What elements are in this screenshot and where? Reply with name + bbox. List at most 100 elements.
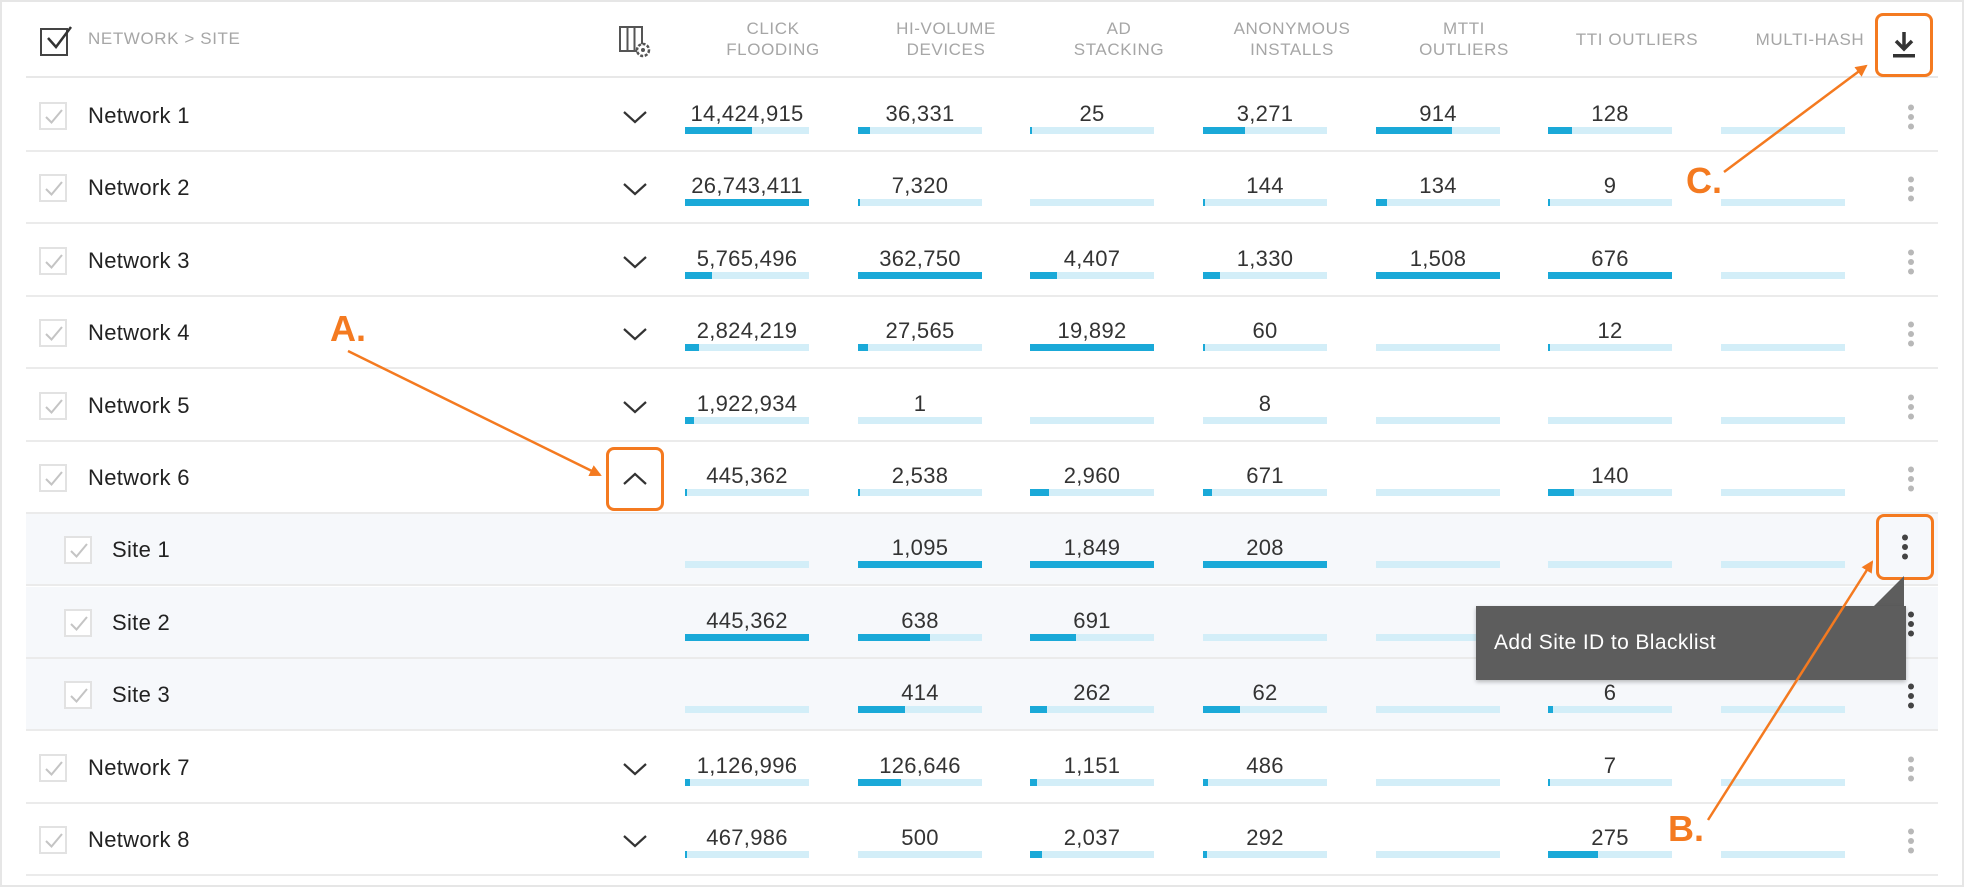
expand-toggle[interactable] xyxy=(618,752,652,786)
network-row[interactable]: Network 3 5,765,496 362,750 4,407 1,330 1,508… xyxy=(26,225,1938,297)
cell-tti-outliers[interactable]: 12 xyxy=(1548,297,1672,369)
cell-anonymous-installs[interactable]: 486 xyxy=(1203,732,1327,804)
cell-ad-stacking[interactable] xyxy=(1030,152,1154,224)
cell-ad-stacking[interactable] xyxy=(1030,370,1154,442)
cell-multi-hash[interactable] xyxy=(1721,659,1845,731)
row-checkbox[interactable] xyxy=(64,681,92,710)
column-settings-icon[interactable] xyxy=(618,25,652,59)
column-header-multi-hash[interactable]: MULTI-HASH xyxy=(1755,29,1865,49)
cell-ad-stacking[interactable]: 2,960 xyxy=(1030,442,1154,514)
row-checkbox[interactable] xyxy=(39,102,67,130)
collapse-toggle[interactable] xyxy=(606,447,664,511)
column-header-ad-stacking[interactable]: AD STACKING xyxy=(1073,19,1165,59)
column-header-anonymous-installs[interactable]: ANONYMOUS INSTALLS xyxy=(1233,19,1351,59)
cell-anonymous-installs[interactable]: 62 xyxy=(1203,659,1327,731)
cell-multi-hash[interactable] xyxy=(1721,804,1845,876)
network-row[interactable]: Network 2 26,743,411 7,320 144 134 9 xyxy=(26,152,1938,225)
cell-multi-hash[interactable] xyxy=(1721,370,1845,442)
cell-mtti-outliers[interactable] xyxy=(1376,370,1500,442)
cell-tti-outliers[interactable]: 676 xyxy=(1548,225,1672,297)
cell-tti-outliers[interactable] xyxy=(1548,370,1672,442)
cell-click-flooding[interactable]: 2,824,219 xyxy=(685,297,809,369)
select-all-checkbox[interactable] xyxy=(40,26,72,56)
row-menu-button[interactable] xyxy=(1894,822,1928,860)
column-header-network-site[interactable]: NETWORK > SITE xyxy=(88,29,241,48)
cell-tti-outliers[interactable]: 6 xyxy=(1548,659,1672,731)
cell-click-flooding[interactable]: 5,765,496 xyxy=(685,225,809,297)
network-row[interactable]: Network 7 1,126,996 126,646 1,151 486 7 xyxy=(26,732,1938,804)
cell-click-flooding[interactable]: 445,362 xyxy=(685,442,809,514)
cell-tti-outliers[interactable]: 128 xyxy=(1548,80,1672,152)
expand-toggle[interactable] xyxy=(618,245,652,279)
cell-mtti-outliers[interactable] xyxy=(1376,297,1500,369)
cell-click-flooding[interactable]: 14,424,915 xyxy=(685,80,809,152)
row-checkbox[interactable] xyxy=(39,246,67,275)
cell-hi-volume-devices[interactable]: 362,750 xyxy=(858,225,982,297)
cell-mtti-outliers[interactable] xyxy=(1376,514,1500,586)
cell-hi-volume-devices[interactable]: 36,331 xyxy=(858,80,982,152)
cell-hi-volume-devices[interactable]: 2,538 xyxy=(858,442,982,514)
column-header-click-flooding[interactable]: CLICK FLOODING xyxy=(726,19,820,59)
row-menu-button[interactable] xyxy=(1894,243,1928,281)
cell-mtti-outliers[interactable]: 914 xyxy=(1376,80,1500,152)
row-menu-button[interactable] xyxy=(1894,677,1928,715)
network-row[interactable]: Network 6 445,362 2,538 2,960 671 140 xyxy=(26,442,1938,514)
cell-click-flooding[interactable]: 445,362 xyxy=(685,587,809,659)
row-checkbox[interactable] xyxy=(39,319,67,348)
cell-hi-volume-devices[interactable]: 414 xyxy=(858,659,982,731)
row-checkbox[interactable] xyxy=(64,608,92,637)
network-row[interactable]: Network 4 2,824,219 27,565 19,892 60 12 xyxy=(26,297,1938,370)
download-button[interactable] xyxy=(1875,13,1933,77)
cell-mtti-outliers[interactable] xyxy=(1376,804,1500,876)
cell-multi-hash[interactable] xyxy=(1721,152,1845,224)
cell-click-flooding[interactable] xyxy=(685,514,809,586)
row-checkbox[interactable] xyxy=(39,464,67,492)
cell-mtti-outliers[interactable]: 1,508 xyxy=(1376,225,1500,297)
cell-hi-volume-devices[interactable]: 27,565 xyxy=(858,297,982,369)
cell-tti-outliers[interactable]: 9 xyxy=(1548,152,1672,224)
column-header-mtti-outliers[interactable]: MTTI OUTLIERS xyxy=(1419,19,1509,59)
cell-tti-outliers[interactable]: 275 xyxy=(1548,804,1672,876)
cell-hi-volume-devices[interactable]: 1 xyxy=(858,370,982,442)
cell-anonymous-installs[interactable]: 144 xyxy=(1203,152,1327,224)
cell-click-flooding[interactable]: 467,986 xyxy=(685,804,809,876)
cell-hi-volume-devices[interactable]: 7,320 xyxy=(858,152,982,224)
column-header-tti-outliers[interactable]: TTI OUTLIERS xyxy=(1575,29,1699,49)
cell-multi-hash[interactable] xyxy=(1721,80,1845,152)
blacklist-tooltip[interactable]: Add Site ID to Blacklist xyxy=(1476,606,1906,680)
cell-mtti-outliers[interactable] xyxy=(1376,732,1500,804)
cell-hi-volume-devices[interactable]: 126,646 xyxy=(858,732,982,804)
cell-multi-hash[interactable] xyxy=(1721,442,1845,514)
cell-mtti-outliers[interactable] xyxy=(1376,587,1500,659)
cell-click-flooding[interactable]: 1,922,934 xyxy=(685,370,809,442)
cell-ad-stacking[interactable]: 19,892 xyxy=(1030,297,1154,369)
cell-anonymous-installs[interactable] xyxy=(1203,587,1327,659)
expand-toggle[interactable] xyxy=(618,390,652,424)
site-menu-button-highlighted[interactable] xyxy=(1876,514,1934,581)
cell-hi-volume-devices[interactable]: 500 xyxy=(858,804,982,876)
row-checkbox[interactable] xyxy=(39,753,67,782)
network-row[interactable]: Network 1 14,424,915 36,331 25 3,271 914 128 xyxy=(26,80,1938,152)
cell-multi-hash[interactable] xyxy=(1721,225,1845,297)
row-menu-button[interactable] xyxy=(1894,460,1928,498)
cell-anonymous-installs[interactable]: 208 xyxy=(1203,514,1327,586)
cell-ad-stacking[interactable]: 691 xyxy=(1030,587,1154,659)
network-row[interactable]: Network 8 467,986 500 2,037 292 275 xyxy=(26,804,1938,876)
row-menu-button[interactable] xyxy=(1894,605,1928,643)
cell-click-flooding[interactable]: 26,743,411 xyxy=(685,152,809,224)
row-menu-button[interactable] xyxy=(1894,170,1928,208)
cell-ad-stacking[interactable]: 4,407 xyxy=(1030,225,1154,297)
cell-ad-stacking[interactable]: 25 xyxy=(1030,80,1154,152)
cell-ad-stacking[interactable]: 2,037 xyxy=(1030,804,1154,876)
expand-toggle[interactable] xyxy=(618,317,652,351)
cell-anonymous-installs[interactable]: 60 xyxy=(1203,297,1327,369)
row-menu-button[interactable] xyxy=(1894,315,1928,353)
network-row[interactable]: Network 5 1,922,934 1 8 xyxy=(26,370,1938,442)
cell-ad-stacking[interactable]: 1,151 xyxy=(1030,732,1154,804)
cell-tti-outliers[interactable] xyxy=(1548,514,1672,586)
cell-multi-hash[interactable] xyxy=(1721,297,1845,369)
row-menu-button[interactable] xyxy=(1894,98,1928,136)
cell-mtti-outliers[interactable] xyxy=(1376,659,1500,731)
column-header-hi-volume-devices[interactable]: HI-VOLUME DEVICES xyxy=(896,19,996,59)
cell-ad-stacking[interactable]: 1,849 xyxy=(1030,514,1154,586)
